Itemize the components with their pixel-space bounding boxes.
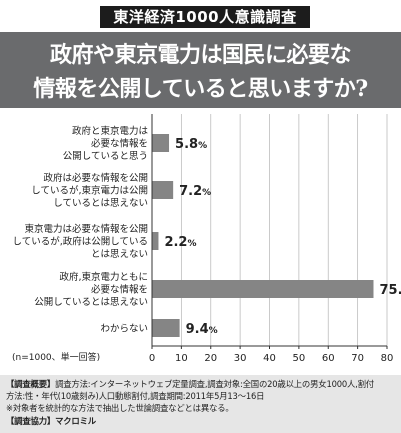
category-label-1: 政府は必要な情報を公開しているが,東京電力は公開しているとは思えない bbox=[31, 172, 148, 209]
x-tick-label-2: 20 bbox=[204, 353, 217, 364]
chart-title-line-1: 政府や東京電力は国民に必要な bbox=[49, 42, 352, 68]
footer-cooperation-heading: 【調査協力】 bbox=[6, 415, 56, 426]
category-label-3-line-2: 公開しているとは思えない bbox=[34, 297, 148, 308]
value-number-1: 7.2 bbox=[179, 184, 202, 199]
value-number-4: 9.4 bbox=[186, 322, 209, 337]
category-label-4-line-0: わからない bbox=[100, 324, 148, 335]
category-label-2-line-1: しているが,政府は公開している bbox=[13, 236, 148, 248]
footer-line-4: 【調査協力】マクロミル bbox=[6, 415, 395, 427]
bar-chart: 5.8%政府と東京電力は必要な情報を公開していると思う7.2%政府は必要な情報を… bbox=[12, 114, 401, 364]
bar-4 bbox=[152, 319, 180, 337]
value-unit-4: % bbox=[209, 326, 218, 336]
value-label-4: 9.4% bbox=[186, 322, 218, 337]
title-band: 政府や東京電力は国民に必要な 情報を公開していると思いますか? bbox=[0, 32, 401, 108]
footer-line-1: 【調査概要】調査方法:インターネットウェブ定量調査,調査対象:全国の20歳以上の… bbox=[6, 378, 395, 390]
category-label-0: 政府と東京電力は必要な情報を公開していると思う bbox=[63, 125, 149, 162]
survey-footer: 【調査概要】調査方法:インターネットウェブ定量調査,調査対象:全国の20歳以上の… bbox=[0, 375, 401, 433]
value-number-3: 75.4 bbox=[379, 283, 401, 298]
category-label-1-line-1: しているが,東京電力は公開 bbox=[31, 185, 148, 197]
category-label-1-line-0: 政府は必要な情報を公開 bbox=[43, 172, 148, 184]
bar-2 bbox=[152, 232, 159, 250]
x-tick-label-1: 10 bbox=[175, 353, 188, 364]
category-label-2-line-2: とは思えない bbox=[91, 249, 148, 260]
value-label-0: 5.8% bbox=[175, 137, 207, 152]
category-label-0-line-2: 公開していると思う bbox=[63, 151, 148, 162]
value-number-2: 2.2 bbox=[164, 235, 187, 250]
value-unit-2: % bbox=[187, 239, 196, 249]
category-label-0-line-0: 政府と東京電力は bbox=[72, 125, 149, 137]
category-label-0-line-1: 必要な情報を bbox=[91, 138, 148, 150]
x-tick-label-4: 40 bbox=[263, 353, 276, 364]
value-number-0: 5.8 bbox=[175, 137, 198, 152]
category-label-3-line-1: 必要な情報を bbox=[91, 284, 148, 296]
footer-line-3: ※対象者を統計的な方法で抽出した世論調査などとは異なる。 bbox=[6, 403, 234, 414]
value-label-3: 75.4% bbox=[379, 283, 401, 298]
bar-1 bbox=[152, 181, 174, 199]
category-label-3: 政府,東京電力ともに必要な情報を公開しているとは思えない bbox=[34, 271, 148, 308]
x-tick-label-6: 60 bbox=[322, 353, 335, 364]
category-label-2: 東京電力は必要な情報を公開しているが,政府は公開しているとは思えない bbox=[13, 223, 148, 260]
chart-title-line-2: 情報を公開していると思いますか? bbox=[33, 76, 368, 102]
x-tick-label-0: 0 bbox=[149, 353, 155, 364]
value-label-2: 2.2% bbox=[164, 235, 196, 250]
x-tick-label-5: 50 bbox=[293, 353, 306, 364]
sample-note: (n=1000、単一回答) bbox=[12, 351, 100, 363]
category-label-1-line-2: しているとは思えない bbox=[53, 198, 148, 209]
category-label-2-line-0: 東京電力は必要な情報を公開 bbox=[24, 223, 148, 235]
value-unit-1: % bbox=[202, 188, 211, 198]
category-label-3-line-0: 政府,東京電力ともに bbox=[59, 271, 148, 283]
x-tick-label-3: 30 bbox=[234, 353, 247, 364]
x-tick-label-8: 80 bbox=[381, 353, 394, 364]
bar-0 bbox=[152, 134, 170, 152]
bar-3 bbox=[152, 280, 374, 298]
footer-cooperation-text: マクロミル bbox=[55, 415, 96, 426]
x-tick-label-7: 70 bbox=[351, 353, 364, 364]
footer-overview-heading: 【調査概要】 bbox=[6, 379, 56, 389]
survey-badge: 東洋経済1000人意識調査 bbox=[100, 6, 310, 28]
footer-line-2: 方法:性・年代(10歳刻み)人口動態割付,調査期間:2011年5月13〜16日 bbox=[6, 391, 265, 402]
category-label-4: わからない bbox=[100, 324, 148, 335]
footer-overview-text: 調査方法:インターネットウェブ定量調査,調査対象:全国の20歳以上の男女1000… bbox=[55, 379, 374, 389]
value-unit-0: % bbox=[198, 141, 207, 151]
value-label-1: 7.2% bbox=[179, 184, 211, 199]
